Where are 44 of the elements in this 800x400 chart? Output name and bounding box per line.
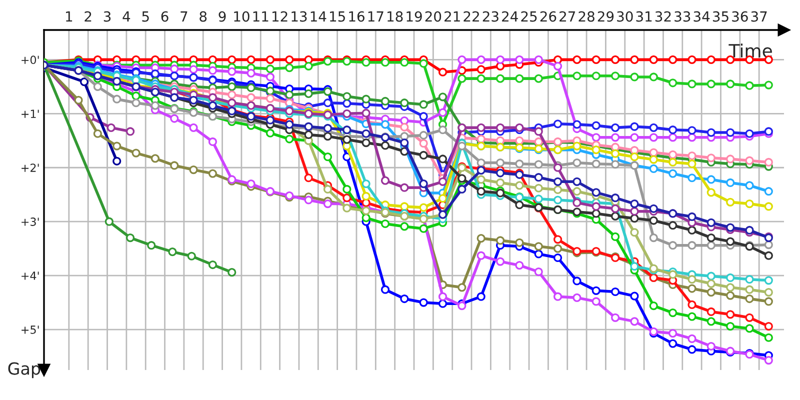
x-tick-label: 34 <box>694 11 710 22</box>
x-tick-label: 23 <box>482 11 498 22</box>
x-tick-label: 11 <box>253 11 268 22</box>
x-tick-label: 18 <box>388 11 403 22</box>
x-tick-label: 7 <box>180 11 188 22</box>
x-tick-label: 26 <box>540 11 556 22</box>
x-tick-label: 32 <box>655 11 671 22</box>
x-tick-label: 36 <box>732 11 748 22</box>
x-tick-label: 8 <box>200 11 207 22</box>
y-axis-title: Gap <box>8 362 40 378</box>
x-tick-label: 29 <box>598 11 614 22</box>
x-tick-label: 20 <box>425 11 442 22</box>
x-tick-label: 12 <box>272 11 288 22</box>
x-tick-label: 15 <box>330 11 345 22</box>
y-tick-label: +1' <box>22 110 39 118</box>
x-tick-label: 4 <box>122 11 130 22</box>
x-tick-label: 2 <box>84 11 92 22</box>
x-tick-label: 10 <box>234 11 250 22</box>
x-tick-label: 31 <box>636 11 652 22</box>
y-tick-label: +2' <box>22 164 39 172</box>
x-tick-label: 25 <box>521 11 537 22</box>
x-tick-label: 35 <box>712 11 728 22</box>
x-tick-label: 13 <box>292 11 307 22</box>
x-tick-label: 1 <box>66 11 72 22</box>
x-tick-label: 16 <box>349 11 364 22</box>
x-tick-label: 33 <box>674 11 690 22</box>
y-tick-label: +3' <box>22 218 39 226</box>
x-tick-label: 17 <box>368 11 384 22</box>
x-tick-label: 6 <box>161 11 168 22</box>
x-tick-label: 19 <box>406 11 422 22</box>
x-tick-label: 9 <box>218 11 226 22</box>
x-tick-label: 14 <box>310 11 326 22</box>
x-tick-label: 27 <box>560 11 576 22</box>
x-tick-label: 24 <box>502 11 518 22</box>
x-tick-label: 37 <box>751 11 767 22</box>
x-tick-label: 21 <box>444 11 460 22</box>
x-tick-label: 5 <box>142 11 149 22</box>
y-tick-label: +4' <box>22 272 39 280</box>
x-tick-label: 22 <box>464 11 479 22</box>
x-tick-label: 3 <box>104 11 111 22</box>
y-tick-label: +5' <box>22 326 39 334</box>
x-tick-label: 30 <box>617 11 633 22</box>
x-tick-label: 28 <box>578 11 594 22</box>
y-tick-label: +0' <box>22 56 39 64</box>
